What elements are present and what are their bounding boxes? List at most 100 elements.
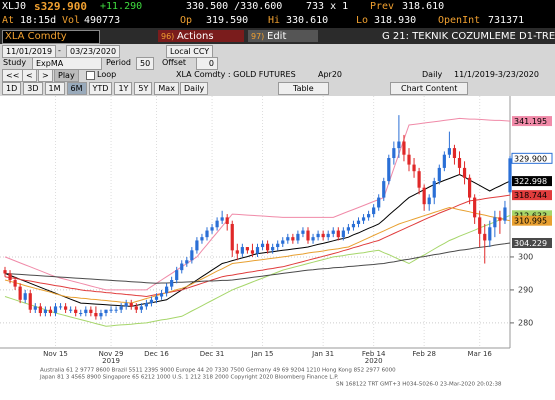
play-button[interactable]: Play (54, 69, 79, 82)
quote-bar (0, 0, 555, 28)
candle-body (281, 240, 285, 244)
candle-body (296, 233, 300, 241)
nav-button[interactable]: << (2, 69, 24, 82)
candle-body (377, 197, 381, 208)
value-box-label: 304.229 (514, 239, 547, 248)
candle-body (58, 306, 63, 308)
table-button[interactable]: Table (278, 82, 329, 95)
candle-body (427, 197, 431, 205)
lo: 318.930 (374, 15, 417, 26)
change: +11.290 (100, 1, 143, 12)
candle-body (326, 233, 330, 238)
frequency: Daily (422, 70, 443, 79)
candle-body (210, 227, 214, 231)
year-label: 2020 (365, 357, 383, 365)
candle-body (109, 309, 113, 311)
period-button[interactable]: 1Y (114, 82, 133, 95)
candle-body (457, 158, 462, 168)
offset-label: Offset (162, 58, 187, 67)
edit-menu[interactable] (248, 30, 318, 42)
candle-body (417, 171, 421, 188)
candle-body (311, 237, 315, 241)
candle-body (316, 233, 320, 238)
indicator-line (4, 194, 511, 298)
loop-checkbox[interactable] (86, 71, 95, 80)
page-title: G 21: TEKNIK COZUMLEME D1-TRE (382, 31, 555, 42)
value-box (512, 237, 552, 248)
nav-button[interactable]: > (38, 69, 53, 82)
candle-body (200, 237, 204, 241)
y-tick-label: 280 (518, 318, 533, 327)
contract: Apr20 (318, 70, 343, 79)
candle-body (331, 230, 335, 234)
nav-button[interactable]: < (22, 69, 37, 82)
value-box (512, 176, 552, 187)
period-button[interactable]: 1M (44, 82, 65, 95)
lo-label: Lo (356, 15, 369, 26)
chart-content-button[interactable]: Chart Content (390, 82, 469, 95)
period-button[interactable]: YTD (88, 82, 113, 95)
candle-body (185, 260, 189, 264)
candle-body (341, 230, 345, 238)
period-button[interactable]: 6M (66, 82, 87, 95)
period-button[interactable]: 5Y (134, 82, 153, 95)
candle-body (134, 306, 138, 310)
candle-body (240, 247, 244, 254)
candle-body (503, 207, 507, 221)
actions-num: 96) (161, 32, 175, 41)
period-button[interactable]: 3D (23, 82, 43, 95)
security-input[interactable] (2, 30, 100, 44)
currency[interactable]: Local CCY (166, 45, 214, 58)
actions-menu[interactable] (158, 30, 244, 42)
candle-body (346, 227, 350, 231)
date-sep: - (58, 46, 61, 55)
x-tick-label: Feb 14 (362, 350, 386, 358)
indicator-line (4, 214, 511, 327)
actions: Actions (177, 31, 214, 42)
offset[interactable]: 0 (196, 57, 218, 70)
candle-body (447, 148, 451, 155)
candle-body (260, 243, 265, 248)
candle-body (119, 306, 123, 310)
edit-num: 97) (251, 32, 265, 41)
candle-body (43, 309, 47, 314)
footer-line: SN 168122 TRT GMT+3 H034-5026-0 23-Mar-2… (336, 382, 502, 388)
candle-body (154, 296, 159, 300)
oi-label: OpenInt (438, 15, 481, 26)
candle-body (372, 207, 376, 215)
prev: 318.610 (402, 1, 445, 12)
candle-body (3, 270, 7, 274)
vol-label: Vol (62, 15, 81, 26)
candle-body (230, 223, 234, 251)
candle-body (271, 247, 275, 251)
start-date[interactable]: 11/01/2019 (2, 45, 57, 58)
candle-body (114, 309, 118, 311)
candle-body (235, 250, 239, 254)
candle-body (407, 154, 411, 165)
candle-body (205, 230, 209, 238)
period-button[interactable]: 1D (2, 82, 22, 95)
period[interactable]: 50 (136, 57, 155, 70)
candle-body (99, 313, 103, 317)
candle-body (291, 237, 295, 241)
footer-line: Japan 81 3 4565 8900 Singapore 65 6212 1… (39, 375, 339, 381)
loop-label: Loop (97, 70, 117, 79)
candle-body (28, 293, 32, 310)
candle-body (508, 158, 512, 193)
candle-body (175, 270, 179, 281)
candle-body (18, 286, 22, 300)
candle-body (412, 164, 416, 172)
candle-body (306, 230, 310, 241)
edit: Edit (267, 31, 287, 42)
x-tick-label: Dec 16 (144, 350, 169, 358)
y-tick-label: 300 (518, 252, 533, 261)
period-button[interactable]: Max (154, 82, 179, 95)
candle-body (321, 233, 325, 238)
value-box (512, 210, 552, 221)
x-tick-label: Mar 16 (468, 350, 493, 358)
year-label: 2019 (102, 357, 120, 365)
candle-body (361, 217, 366, 221)
candle-body (13, 280, 17, 287)
frequency-menu[interactable]: Daily (180, 82, 209, 95)
candle-body (498, 217, 502, 221)
